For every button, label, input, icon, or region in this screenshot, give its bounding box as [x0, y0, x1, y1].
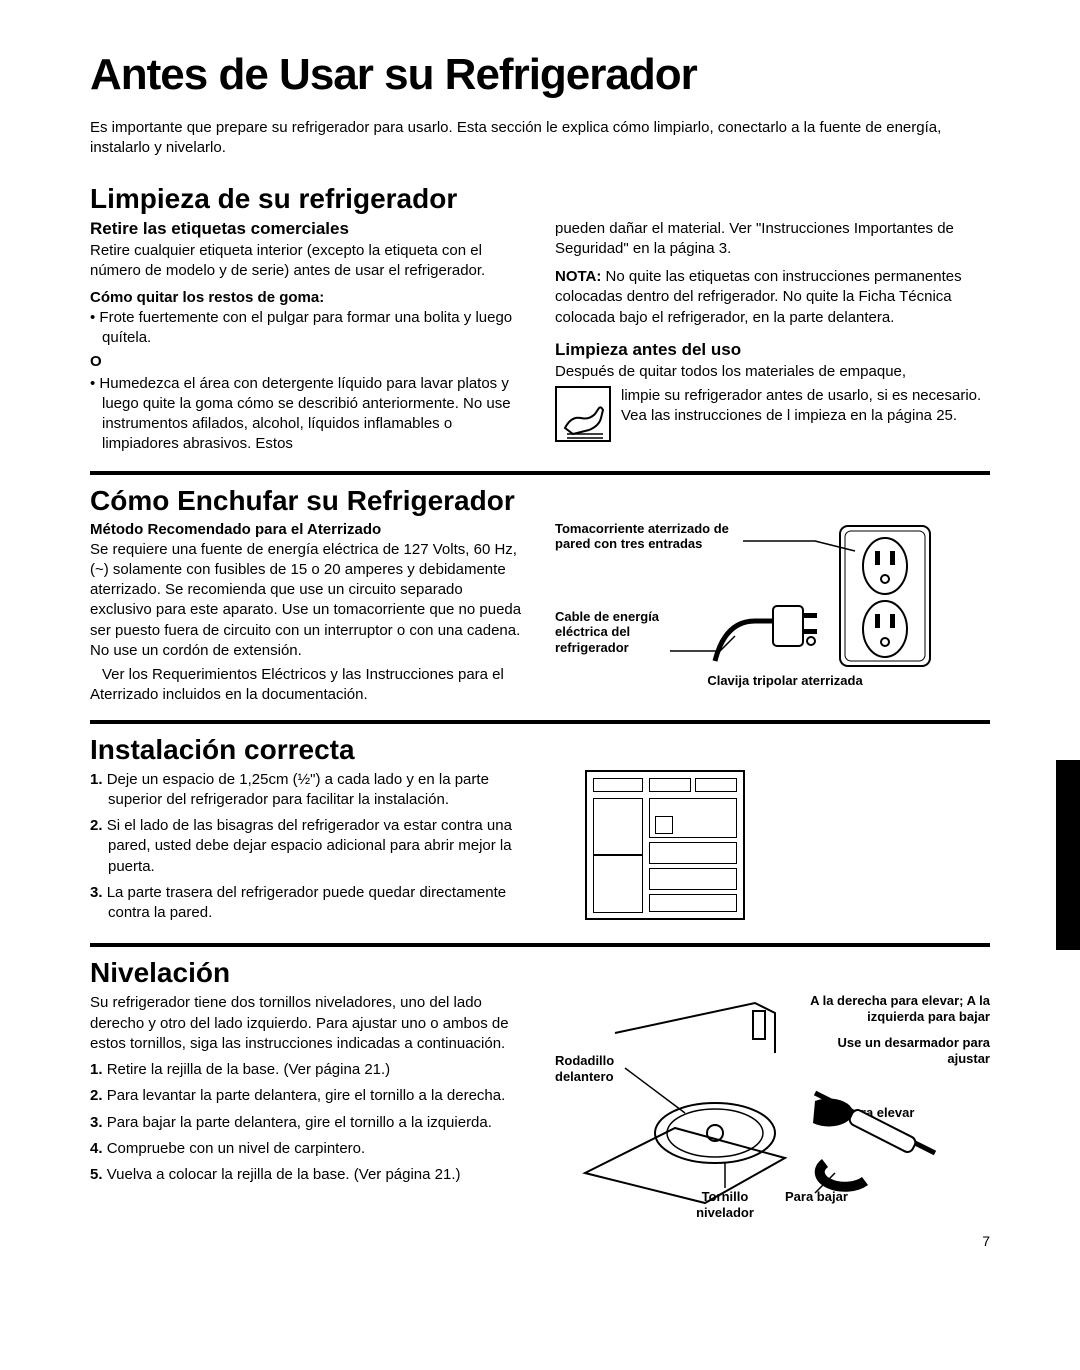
section-plug-title: Cómo Enchufar su Refrigerador	[90, 485, 990, 517]
note-body: No quite las etiquetas con instrucciones…	[555, 268, 962, 326]
remove-labels-text: Retire cualquier etiqueta interior (exce…	[90, 241, 525, 282]
level-step-3: 3. Para bajar la parte delantera, gire e…	[90, 1113, 525, 1133]
level-step-4-text: Compruebe con un nivel de carpintero.	[107, 1140, 366, 1157]
level-step-1-text: Retire la rejilla de la base. (Ver págin…	[107, 1061, 391, 1078]
section-install-title: Instalación correcta	[90, 734, 990, 766]
section-cleaning-title: Limpieza de su refrigerador	[90, 183, 990, 215]
cleaning-col-left: Retire las etiquetas comerciales Retire …	[90, 219, 525, 457]
install-step-3: 3. La parte trasera del refrigerador pue…	[90, 883, 525, 924]
divider-3	[90, 943, 990, 947]
plug-columns: Método Recomendado para el Aterrizado Se…	[90, 521, 990, 706]
clean-before-use-title: Limpieza antes del uso	[555, 340, 990, 360]
divider-1	[90, 471, 990, 475]
level-step-1: 1. Retire la rejilla de la base. (Ver pá…	[90, 1060, 525, 1080]
plug-col-right: Tomacorriente aterrizado de pared con tr…	[555, 521, 990, 706]
grounding-text-2: Ver los Requerimientos Eléctricos y las …	[90, 665, 525, 706]
plug-diagram: Tomacorriente aterrizado de pared con tr…	[555, 521, 990, 691]
clean-before-intro: Después de quitar todos los materiales d…	[555, 362, 990, 382]
install-step-1-text: Deje un espacio de 1,25cm (½") a cada la…	[107, 771, 489, 808]
main-title: Antes de Usar su Refrigerador	[90, 50, 990, 100]
glue-bullet-1: • Frote fuertemente con el pulgar para f…	[90, 308, 525, 349]
note-bold: NOTA:	[555, 268, 601, 285]
grounding-method-heading: Método Recomendado para el Aterrizado	[90, 521, 525, 538]
remove-labels-title: Retire las etiquetas comerciales	[90, 219, 525, 239]
remove-glue-heading: Cómo quitar los restos de goma:	[90, 289, 525, 306]
level-col-left: Su refrigerador tiene dos tornillos nive…	[90, 993, 525, 1223]
install-step-1: 1. Deje un espacio de 1,25cm (½") a cada…	[90, 770, 525, 811]
level-step-2: 2. Para levantar la parte delantera, gir…	[90, 1086, 525, 1106]
level-step-5-text: Vuelva a colocar la rejilla de la base. …	[107, 1166, 461, 1183]
level-columns: Su refrigerador tiene dos tornillos nive…	[90, 993, 990, 1223]
clean-before-body: limpie su refrigerador antes de usarlo, …	[621, 386, 990, 427]
level-step-2-text: Para levantar la parte delantera, gire e…	[107, 1087, 506, 1104]
leveling-diagram: A la derecha para elevar; A la izquierda…	[555, 993, 990, 1223]
level-step-4: 4. Compruebe con un nivel de carpintero.	[90, 1139, 525, 1159]
or-separator: O	[90, 353, 525, 370]
leader-lines-icon	[555, 521, 935, 691]
install-col-right	[555, 770, 990, 930]
level-col-right: A la derecha para elevar; A la izquierda…	[555, 993, 990, 1223]
plug-col-left: Método Recomendado para el Aterrizado Se…	[90, 521, 525, 706]
glue-continued: pueden dañar el material. Ver "Instrucci…	[555, 219, 990, 260]
level-step-5: 5. Vuelva a colocar la rejilla de la bas…	[90, 1165, 525, 1185]
install-step-2: 2. Si el lado de las bisagras del refrig…	[90, 816, 525, 877]
install-col-left: 1. Deje un espacio de 1,25cm (½") a cada…	[90, 770, 525, 930]
clean-icon-row: limpie su refrigerador antes de usarlo, …	[555, 386, 990, 442]
note-text: NOTA: No quite las etiquetas con instruc…	[555, 267, 990, 328]
section-level-title: Nivelación	[90, 957, 990, 989]
page-edge-marker	[1056, 760, 1080, 950]
cleaning-col-right: pueden dañar el material. Ver "Instrucci…	[555, 219, 990, 457]
leveling-illustration-icon	[555, 993, 975, 1223]
install-columns: 1. Deje un espacio de 1,25cm (½") a cada…	[90, 770, 990, 930]
cleaning-columns: Retire las etiquetas comerciales Retire …	[90, 219, 990, 457]
install-step-2-text: Si el lado de las bisagras del refrigera…	[107, 817, 512, 875]
page-number: 7	[90, 1233, 990, 1249]
glue-bullet-2: • Humedezca el área con detergente líqui…	[90, 374, 525, 455]
grounding-text-1: Se requiere una fuente de energía eléctr…	[90, 540, 525, 662]
level-intro: Su refrigerador tiene dos tornillos nive…	[90, 993, 525, 1054]
level-step-3-text: Para bajar la parte delantera, gire el t…	[107, 1114, 492, 1131]
hand-wipe-icon	[555, 386, 611, 442]
divider-2	[90, 720, 990, 724]
refrigerator-icon	[585, 770, 745, 920]
intro-text: Es importante que prepare su refrigerado…	[90, 118, 990, 159]
install-step-3-text: La parte trasera del refrigerador puede …	[107, 884, 506, 921]
